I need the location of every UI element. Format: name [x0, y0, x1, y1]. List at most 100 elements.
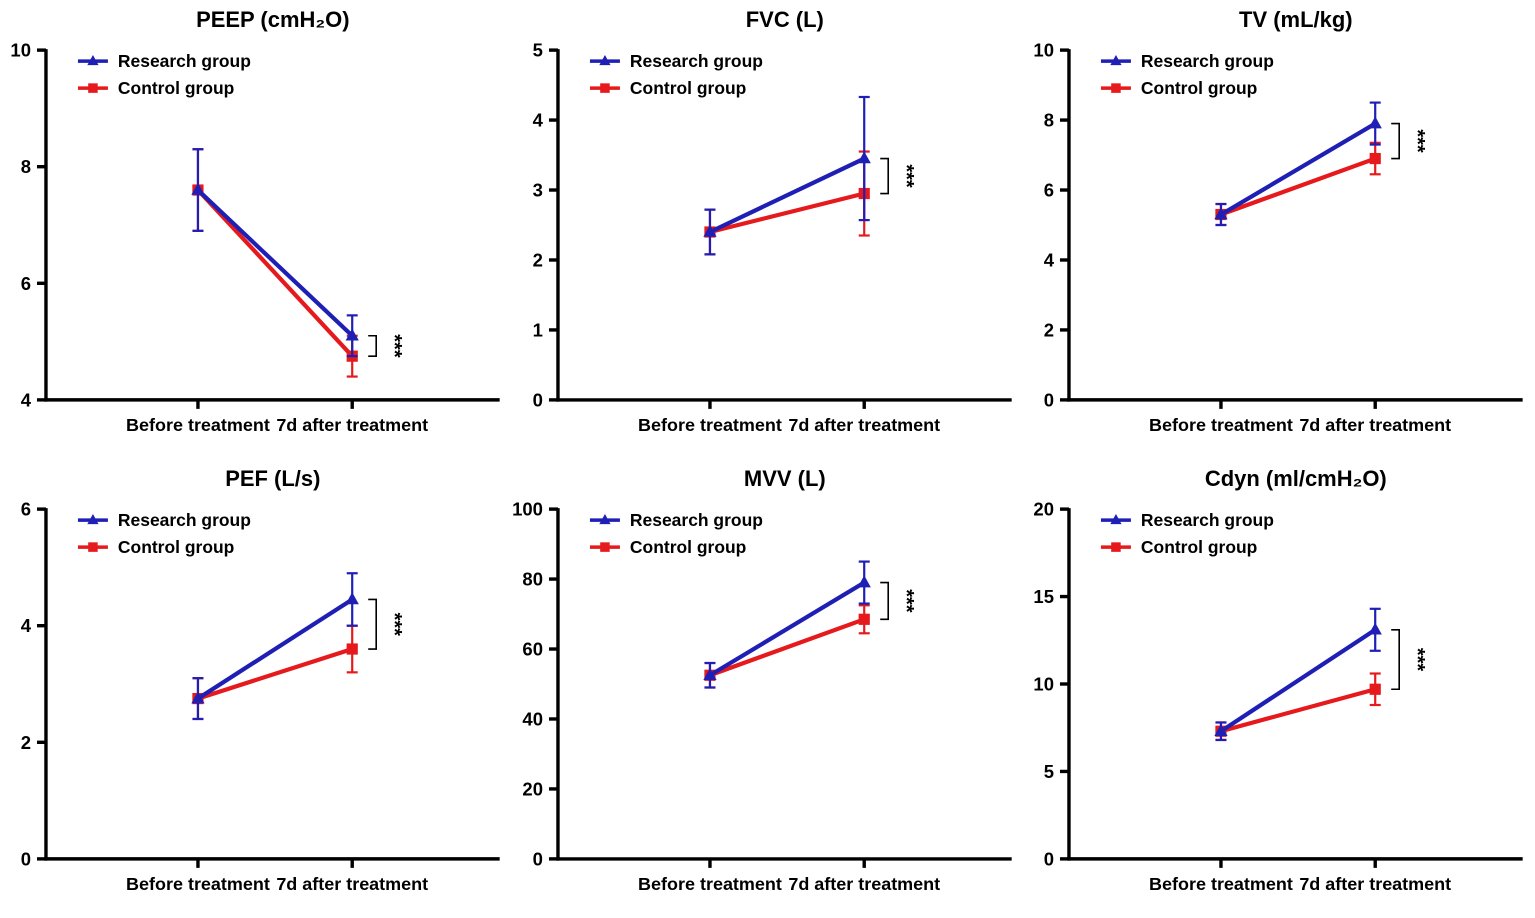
series-line — [196, 597, 354, 701]
y-tick-label: 5 — [1044, 761, 1054, 782]
chart-panel-pef-l-s-: PEF (L/s) 0 2 4 6 Before treatment 7d after tr… — [0, 459, 512, 918]
significance-bracket — [879, 157, 889, 195]
marker-triangle-icon — [598, 513, 611, 525]
series-control-group — [1215, 141, 1382, 227]
marker-triangle-icon — [857, 575, 871, 588]
y-tick-label: 2 — [532, 249, 542, 270]
series-line — [708, 617, 865, 678]
x-category-label: Before treatment — [638, 874, 782, 894]
legend-label: Research group — [1141, 510, 1274, 530]
series-line — [1220, 156, 1377, 217]
series-research-group — [1214, 101, 1383, 227]
y-tick-label: 80 — [522, 569, 543, 590]
y-tick-label: 0 — [532, 389, 542, 410]
x-category-label: 7d after treatment — [788, 874, 940, 894]
y-tick-label: 4 — [532, 110, 543, 131]
y-tick-label: 60 — [522, 639, 543, 660]
marker-triangle-icon — [1368, 622, 1383, 635]
y-tick-label: 0 — [21, 848, 31, 869]
axes — [1060, 48, 1523, 409]
y-tick-label: 15 — [1034, 586, 1055, 607]
chart-panel-peep-cmh-o-: PEEP (cmH₂O) 4 6 8 10 Before treatment 7d afte… — [0, 0, 512, 459]
marker-triangle-icon — [857, 151, 871, 164]
chart-canvas: FVC (L) 0 1 2 3 4 5 Before treatment 7d after tr… — [532, 7, 1012, 435]
legend-item-research-group: Research group — [1101, 510, 1274, 530]
significance-bracket — [368, 598, 377, 650]
marker-triangle-icon — [1368, 116, 1383, 129]
chart-canvas: PEF (L/s) 0 2 4 6 Before treatment 7d after tr… — [21, 466, 500, 894]
significance-bracket — [368, 334, 377, 357]
marker-triangle-icon — [1110, 54, 1122, 66]
significance-stars: *** — [383, 613, 405, 637]
series-line — [708, 580, 865, 678]
y-tick-label: 6 — [21, 273, 31, 294]
series-line — [197, 647, 353, 701]
legend-label: Research group — [118, 51, 251, 71]
series-research-group — [191, 148, 359, 358]
series-research-group — [1214, 607, 1383, 742]
y-tick-label: 8 — [1044, 110, 1054, 131]
x-category-label: Before treatment — [126, 415, 270, 435]
x-category-label: 7d after treatment — [1300, 415, 1452, 435]
marker-triangle-icon — [702, 668, 717, 681]
marker-triangle-icon — [345, 328, 359, 341]
y-tick-label: 0 — [1044, 848, 1054, 869]
legend-label: Control group — [118, 78, 234, 98]
chart-title: FVC (L) — [745, 7, 823, 32]
axes — [36, 48, 500, 409]
y-tick-label: 1 — [532, 319, 542, 340]
y-tick-label: 6 — [21, 499, 31, 520]
y-tick-label: 8 — [21, 156, 31, 177]
legend-item-research-group: Research group — [589, 510, 763, 530]
y-tick-label: 10 — [1034, 673, 1055, 694]
series-control-group — [1215, 672, 1382, 742]
y-tick-label: 2 — [1044, 319, 1054, 340]
chart-canvas: MVV (L) 0 20 40 60 80 100 Before treatment 7d af… — [512, 466, 1012, 894]
series-research-group — [702, 95, 871, 256]
legend-item-control-group: Control group — [1101, 78, 1258, 98]
marker-triangle-icon — [345, 592, 359, 605]
series-line — [196, 188, 354, 338]
significance-stars: *** — [895, 164, 917, 188]
marker-square-icon — [346, 643, 358, 655]
y-tick-label: 10 — [1034, 40, 1055, 61]
marker-square-icon — [1369, 683, 1382, 695]
legend-item-research-group: Research group — [1101, 51, 1274, 71]
x-category-label: 7d after treatment — [276, 415, 428, 435]
x-category-label: Before treatment — [126, 874, 270, 894]
legend-label: Control group — [630, 78, 746, 98]
series-line — [1220, 628, 1377, 733]
marker-square-icon — [1111, 542, 1122, 552]
chart-canvas: Cdyn (ml/cmH₂O) 0 5 10 15 20 Before treatment 7… — [1034, 466, 1523, 894]
y-tick-label: 0 — [1044, 389, 1054, 410]
marker-triangle-icon — [1214, 207, 1228, 220]
marker-triangle-icon — [1110, 513, 1122, 525]
y-tick-label: 20 — [522, 778, 543, 799]
marker-square-icon — [88, 542, 98, 552]
chart-title: Cdyn (ml/cmH₂O) — [1205, 466, 1387, 491]
y-tick-label: 2 — [21, 732, 31, 753]
marker-triangle-icon — [598, 54, 611, 66]
chart-title: MVV (L) — [744, 466, 826, 491]
axes — [548, 507, 1012, 868]
y-tick-label: 6 — [1044, 180, 1054, 201]
legend-item-control-group: Control group — [77, 78, 234, 98]
chart-canvas: PEEP (cmH₂O) 4 6 8 10 Before treatment 7d afte… — [10, 7, 500, 435]
marker-triangle-icon — [87, 54, 99, 66]
legend-item-control-group: Control group — [589, 537, 746, 557]
series-control-group — [192, 624, 358, 721]
chart-title: TV (mL/kg) — [1239, 7, 1353, 32]
significance-stars: *** — [895, 589, 917, 613]
chart-title: PEEP (cmH₂O) — [196, 7, 349, 32]
marker-triangle-icon — [1214, 724, 1228, 736]
legend-label: Control group — [118, 537, 234, 557]
legend-label: Research group — [118, 510, 251, 530]
marker-square-icon — [1369, 152, 1382, 165]
y-tick-label: 4 — [21, 615, 32, 636]
axes — [548, 48, 1012, 409]
legend-label: Research group — [1141, 51, 1274, 71]
legend-label: Control group — [1141, 78, 1257, 98]
series-line — [709, 191, 865, 235]
y-tick-label: 100 — [512, 499, 543, 520]
y-tick-label: 0 — [532, 848, 542, 869]
